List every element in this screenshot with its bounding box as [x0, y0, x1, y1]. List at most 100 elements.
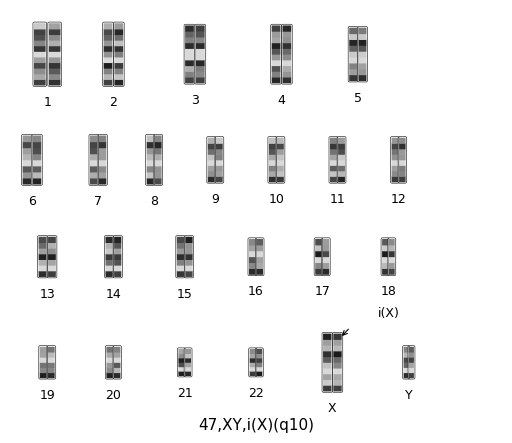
FancyBboxPatch shape [48, 373, 55, 378]
FancyBboxPatch shape [40, 347, 47, 353]
FancyBboxPatch shape [196, 54, 205, 60]
FancyBboxPatch shape [323, 357, 331, 363]
FancyBboxPatch shape [349, 57, 357, 63]
FancyBboxPatch shape [115, 51, 123, 58]
FancyBboxPatch shape [330, 143, 337, 149]
FancyBboxPatch shape [185, 48, 194, 54]
FancyBboxPatch shape [283, 31, 291, 38]
FancyBboxPatch shape [49, 79, 60, 85]
FancyBboxPatch shape [333, 351, 342, 357]
FancyBboxPatch shape [34, 74, 46, 80]
FancyBboxPatch shape [38, 265, 47, 271]
FancyBboxPatch shape [382, 239, 388, 245]
FancyBboxPatch shape [269, 154, 276, 160]
FancyBboxPatch shape [106, 367, 113, 373]
FancyBboxPatch shape [382, 245, 388, 251]
FancyBboxPatch shape [269, 165, 276, 171]
FancyBboxPatch shape [249, 251, 255, 257]
FancyBboxPatch shape [155, 172, 162, 179]
FancyBboxPatch shape [250, 366, 255, 372]
FancyBboxPatch shape [103, 62, 113, 69]
FancyBboxPatch shape [99, 172, 106, 179]
FancyBboxPatch shape [272, 54, 281, 60]
FancyBboxPatch shape [48, 254, 56, 260]
FancyBboxPatch shape [392, 154, 398, 160]
FancyBboxPatch shape [382, 256, 388, 263]
FancyBboxPatch shape [49, 40, 60, 46]
FancyBboxPatch shape [115, 57, 123, 63]
FancyBboxPatch shape [359, 27, 367, 34]
FancyBboxPatch shape [147, 148, 154, 154]
FancyBboxPatch shape [114, 362, 120, 368]
FancyBboxPatch shape [392, 160, 398, 166]
FancyBboxPatch shape [349, 51, 357, 58]
FancyBboxPatch shape [23, 178, 31, 185]
FancyBboxPatch shape [185, 248, 193, 254]
FancyBboxPatch shape [272, 77, 281, 83]
FancyBboxPatch shape [323, 385, 331, 392]
FancyBboxPatch shape [103, 57, 113, 63]
FancyBboxPatch shape [392, 171, 398, 177]
FancyBboxPatch shape [38, 242, 47, 249]
FancyBboxPatch shape [399, 154, 406, 160]
FancyBboxPatch shape [333, 379, 342, 386]
FancyBboxPatch shape [333, 334, 342, 340]
FancyBboxPatch shape [359, 45, 367, 52]
FancyBboxPatch shape [155, 154, 162, 160]
FancyBboxPatch shape [196, 60, 205, 66]
FancyBboxPatch shape [185, 37, 194, 43]
FancyBboxPatch shape [399, 160, 406, 166]
FancyBboxPatch shape [90, 166, 97, 172]
FancyBboxPatch shape [399, 171, 406, 177]
FancyBboxPatch shape [389, 245, 395, 251]
FancyBboxPatch shape [185, 66, 194, 72]
FancyBboxPatch shape [114, 237, 121, 243]
FancyBboxPatch shape [103, 29, 113, 35]
FancyBboxPatch shape [323, 351, 331, 357]
FancyBboxPatch shape [333, 368, 342, 374]
FancyBboxPatch shape [208, 171, 215, 177]
FancyBboxPatch shape [349, 63, 357, 70]
FancyBboxPatch shape [382, 268, 388, 275]
FancyBboxPatch shape [177, 254, 184, 260]
FancyBboxPatch shape [105, 242, 113, 249]
FancyBboxPatch shape [392, 138, 398, 144]
FancyBboxPatch shape [277, 138, 284, 144]
FancyBboxPatch shape [178, 349, 184, 354]
FancyBboxPatch shape [99, 142, 106, 148]
FancyBboxPatch shape [208, 138, 215, 144]
FancyBboxPatch shape [23, 136, 31, 142]
FancyBboxPatch shape [38, 260, 47, 266]
FancyBboxPatch shape [178, 371, 184, 376]
FancyBboxPatch shape [323, 345, 331, 351]
FancyBboxPatch shape [257, 366, 262, 372]
FancyBboxPatch shape [38, 254, 47, 260]
FancyBboxPatch shape [338, 165, 345, 171]
FancyBboxPatch shape [177, 265, 184, 271]
FancyBboxPatch shape [23, 160, 31, 167]
Text: 16: 16 [248, 285, 264, 298]
FancyBboxPatch shape [114, 367, 120, 373]
FancyBboxPatch shape [185, 25, 194, 32]
FancyBboxPatch shape [99, 166, 106, 172]
FancyBboxPatch shape [277, 143, 284, 149]
FancyBboxPatch shape [185, 265, 193, 271]
FancyBboxPatch shape [185, 371, 191, 376]
FancyBboxPatch shape [216, 138, 223, 144]
Text: 5: 5 [354, 92, 362, 105]
FancyBboxPatch shape [178, 362, 184, 367]
FancyBboxPatch shape [178, 358, 184, 363]
FancyBboxPatch shape [115, 23, 123, 29]
FancyBboxPatch shape [349, 27, 357, 34]
FancyBboxPatch shape [208, 160, 215, 166]
FancyBboxPatch shape [208, 149, 215, 155]
FancyBboxPatch shape [177, 237, 184, 243]
FancyBboxPatch shape [114, 265, 121, 271]
FancyBboxPatch shape [392, 149, 398, 155]
FancyBboxPatch shape [249, 239, 255, 245]
FancyBboxPatch shape [185, 242, 193, 249]
FancyBboxPatch shape [99, 178, 106, 185]
FancyBboxPatch shape [114, 347, 120, 353]
FancyBboxPatch shape [178, 354, 184, 358]
Text: 9: 9 [211, 193, 219, 206]
